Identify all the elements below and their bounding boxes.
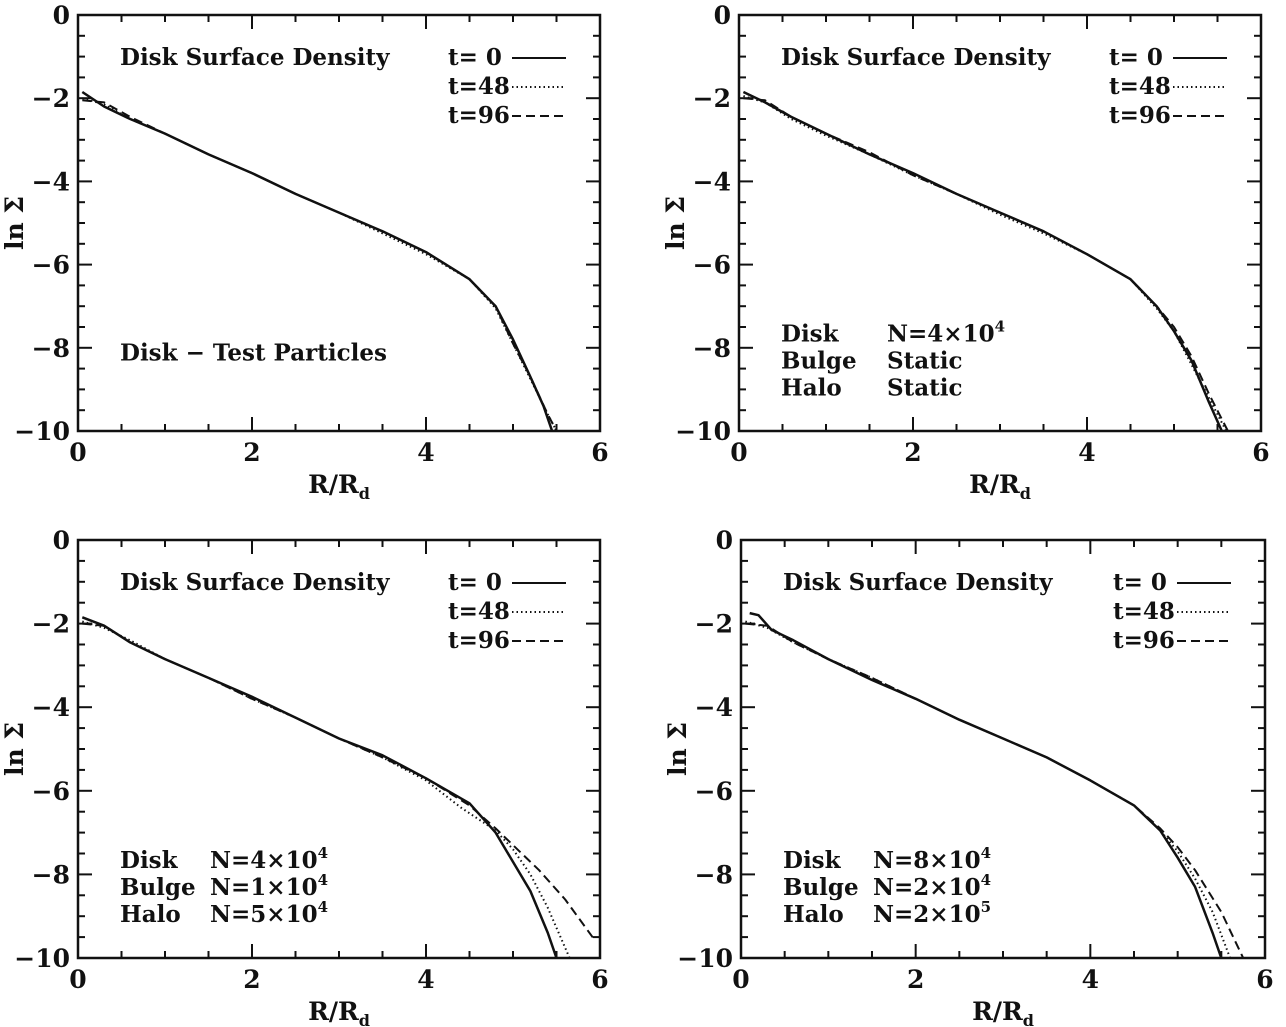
series-line-dotted — [82, 97, 558, 431]
legend-label: t= 0 — [1113, 569, 1167, 596]
y-tick-label: −4 — [693, 167, 731, 196]
annotation-label: Bulge — [781, 348, 857, 375]
legend-label: t= 0 — [448, 569, 502, 596]
x-axis-label: R/Rd — [308, 997, 370, 1027]
annotation-value: Static — [887, 375, 963, 402]
series-line-solid — [81, 90, 554, 431]
x-tick-label: 6 — [591, 965, 608, 994]
x-axis-label: R/Rd — [972, 997, 1034, 1027]
y-tick-label: −10 — [14, 944, 70, 973]
annotation-label: Bulge — [783, 874, 859, 901]
x-tick-label: 4 — [417, 965, 434, 994]
panel-2: 0 2 4 6 0 −2 −4 −6 −8 −10 R/Rd ln Σ Disk Surface Den… — [661, 1, 1270, 503]
y-tick-label: −10 — [677, 944, 733, 973]
annotation-label: Disk — [783, 847, 842, 874]
y-tick-label: −8 — [693, 334, 731, 363]
x-tick-label: 2 — [907, 965, 924, 994]
legend-label: t=96 — [448, 627, 510, 654]
y-tick-label: −6 — [32, 777, 70, 806]
annotation-label: Disk — [120, 847, 179, 874]
panel-3: 0 2 4 6 0 −2 −4 −6 −8 −10 R/Rd ln Σ Disk Surface Den… — [0, 526, 609, 1027]
y-tick-label: 0 — [714, 1, 731, 30]
y-tick-label: −4 — [32, 693, 70, 722]
x-tick-label: 2 — [904, 438, 921, 467]
x-tick-label: 0 — [69, 965, 86, 994]
y-tick-label: 0 — [53, 526, 70, 555]
panel-title: Disk Surface Density — [120, 569, 390, 596]
series-line-dashed — [743, 97, 1229, 431]
annotation-value: N=2×105 — [873, 898, 991, 928]
y-tick-label: −6 — [695, 777, 733, 806]
x-tick-label: 4 — [1082, 965, 1099, 994]
x-tick-label: 0 — [69, 438, 86, 467]
x-tick-label: 0 — [730, 438, 747, 467]
series-line-dashed — [745, 622, 1245, 958]
y-tick-label: −10 — [675, 417, 731, 446]
y-tick-label: −6 — [693, 251, 731, 280]
x-axis-label: R/Rd — [969, 470, 1031, 503]
y-tick-label: 0 — [53, 1, 70, 30]
y-tick-label: −8 — [32, 860, 70, 889]
y-axis-label: ln Σ — [661, 196, 690, 250]
annotation-value: N=4×104 — [887, 318, 1005, 348]
x-tick-label: 4 — [1078, 438, 1095, 467]
legend-label: t=48 — [1113, 598, 1175, 625]
series-line-dashed — [82, 99, 558, 431]
x-tick-label: 6 — [1256, 965, 1273, 994]
x-tick-label: 6 — [591, 438, 608, 467]
panel-annotation: Disk − Test Particles — [120, 339, 387, 366]
series-line-dotted — [743, 95, 1228, 431]
x-tick-label: 2 — [243, 965, 260, 994]
series-line-dashed — [82, 622, 597, 942]
y-tick-label: −8 — [32, 334, 70, 363]
y-tick-label: −4 — [32, 167, 70, 196]
y-axis-label: ln Σ — [663, 722, 692, 776]
y-axis-label: ln Σ — [0, 722, 29, 776]
x-tick-label: 0 — [732, 965, 749, 994]
annotation-label: Halo — [783, 901, 844, 928]
panel-4: 0 2 4 6 0 −2 −4 −6 −8 −10 R/Rd ln Σ Disk Surface Den… — [663, 526, 1274, 1027]
legend-label: t=96 — [1113, 627, 1175, 654]
plot-frame — [76, 13, 602, 433]
y-tick-label: −2 — [695, 610, 733, 639]
y-tick-label: −2 — [32, 610, 70, 639]
x-tick-label: 4 — [417, 438, 434, 467]
panel-title: Disk Surface Density — [783, 569, 1053, 596]
legend-label: t=96 — [448, 102, 510, 129]
legend-label: t= 0 — [448, 44, 502, 71]
legend-label: t=48 — [1109, 73, 1171, 100]
y-tick-label: −8 — [695, 860, 733, 889]
annotation-value: Static — [887, 348, 963, 375]
panel-title: Disk Surface Density — [120, 44, 390, 71]
panel-title: Disk Surface Density — [781, 44, 1051, 71]
y-tick-label: 0 — [716, 526, 733, 555]
x-tick-label: 2 — [243, 438, 260, 467]
series-line-dotted — [82, 620, 571, 958]
annotation-value: N=1×104 — [210, 871, 328, 901]
annotation-value: N=8×104 — [873, 844, 991, 874]
legend-label: t=48 — [448, 73, 510, 100]
annotation-label: Halo — [120, 901, 181, 928]
annotation-value: N=4×104 — [210, 844, 328, 874]
y-tick-label: −2 — [693, 84, 731, 113]
y-tick-label: −10 — [14, 417, 70, 446]
annotation-label: Bulge — [120, 874, 196, 901]
y-tick-label: −6 — [32, 251, 70, 280]
y-tick-label: −2 — [32, 84, 70, 113]
annotation-value: N=5×104 — [210, 898, 328, 928]
y-axis-label: ln Σ — [0, 196, 29, 250]
legend-label: t= 0 — [1109, 44, 1163, 71]
annotation-value: N=2×104 — [873, 871, 991, 901]
x-axis-label: R/Rd — [308, 470, 370, 503]
y-tick-label: −4 — [695, 693, 733, 722]
panel-1: 0 2 4 6 0 −2 −4 −6 −8 −10 R/Rd ln Σ Disk Surface Den… — [0, 1, 609, 503]
annotation-label: Halo — [781, 375, 842, 402]
x-tick-label: 6 — [1252, 438, 1269, 467]
legend-label: t=96 — [1109, 102, 1171, 129]
annotation-label: Disk — [781, 321, 840, 348]
legend-label: t=48 — [448, 598, 510, 625]
